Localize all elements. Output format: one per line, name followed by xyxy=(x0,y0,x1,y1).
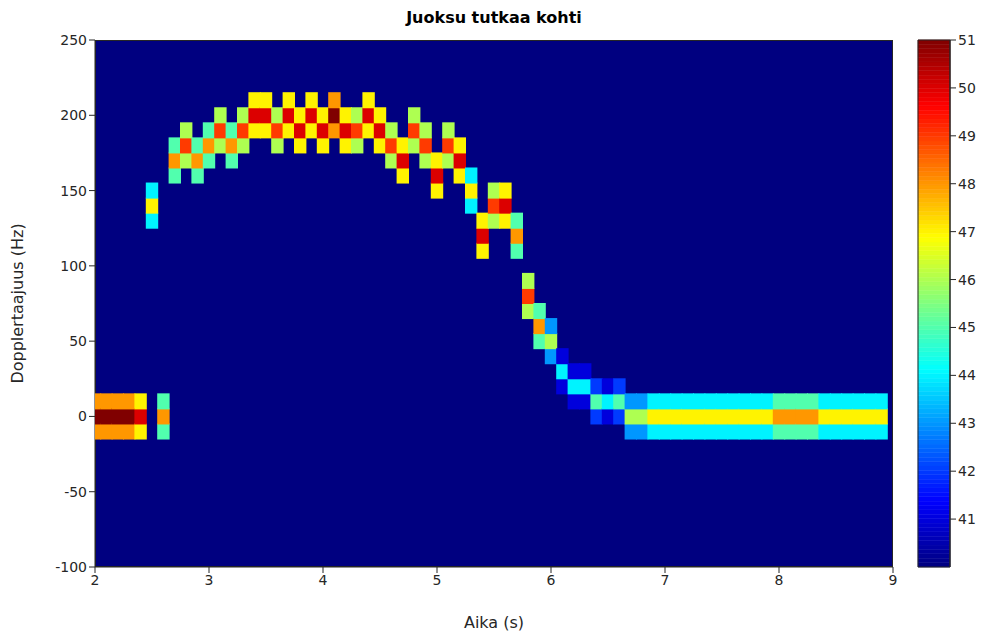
svg-text:41: 41 xyxy=(958,511,976,527)
svg-text:7: 7 xyxy=(661,572,670,588)
svg-text:250: 250 xyxy=(60,32,87,48)
svg-text:200: 200 xyxy=(60,107,87,123)
svg-text:9: 9 xyxy=(889,572,898,588)
svg-text:50: 50 xyxy=(958,80,976,96)
svg-text:3: 3 xyxy=(205,572,214,588)
svg-text:6: 6 xyxy=(547,572,556,588)
svg-text:Aika (s): Aika (s) xyxy=(464,613,524,632)
svg-text:8: 8 xyxy=(775,572,784,588)
svg-text:43: 43 xyxy=(958,415,976,431)
svg-text:45: 45 xyxy=(958,319,976,335)
svg-text:5: 5 xyxy=(433,572,442,588)
svg-text:150: 150 xyxy=(60,183,87,199)
svg-text:46: 46 xyxy=(958,272,976,288)
svg-text:47: 47 xyxy=(958,224,976,240)
svg-text:-100: -100 xyxy=(55,559,87,575)
svg-text:48: 48 xyxy=(958,176,976,192)
svg-text:4: 4 xyxy=(319,572,328,588)
svg-text:51: 51 xyxy=(958,32,976,48)
html-text:Juoksu tutkaa kohti: Juoksu tutkaa kohti xyxy=(406,8,582,27)
svg-text:50: 50 xyxy=(69,333,87,349)
svg-text:44: 44 xyxy=(958,367,976,383)
svg-text:0: 0 xyxy=(78,408,87,424)
svg-text:100: 100 xyxy=(60,258,87,274)
svg-text:42: 42 xyxy=(958,463,976,479)
svg-text:2: 2 xyxy=(91,572,100,588)
svg-text:Dopplertaajuus (Hz): Dopplertaajuus (Hz) xyxy=(8,223,27,383)
svg-text:-50: -50 xyxy=(64,484,87,500)
svg-text:49: 49 xyxy=(958,128,976,144)
